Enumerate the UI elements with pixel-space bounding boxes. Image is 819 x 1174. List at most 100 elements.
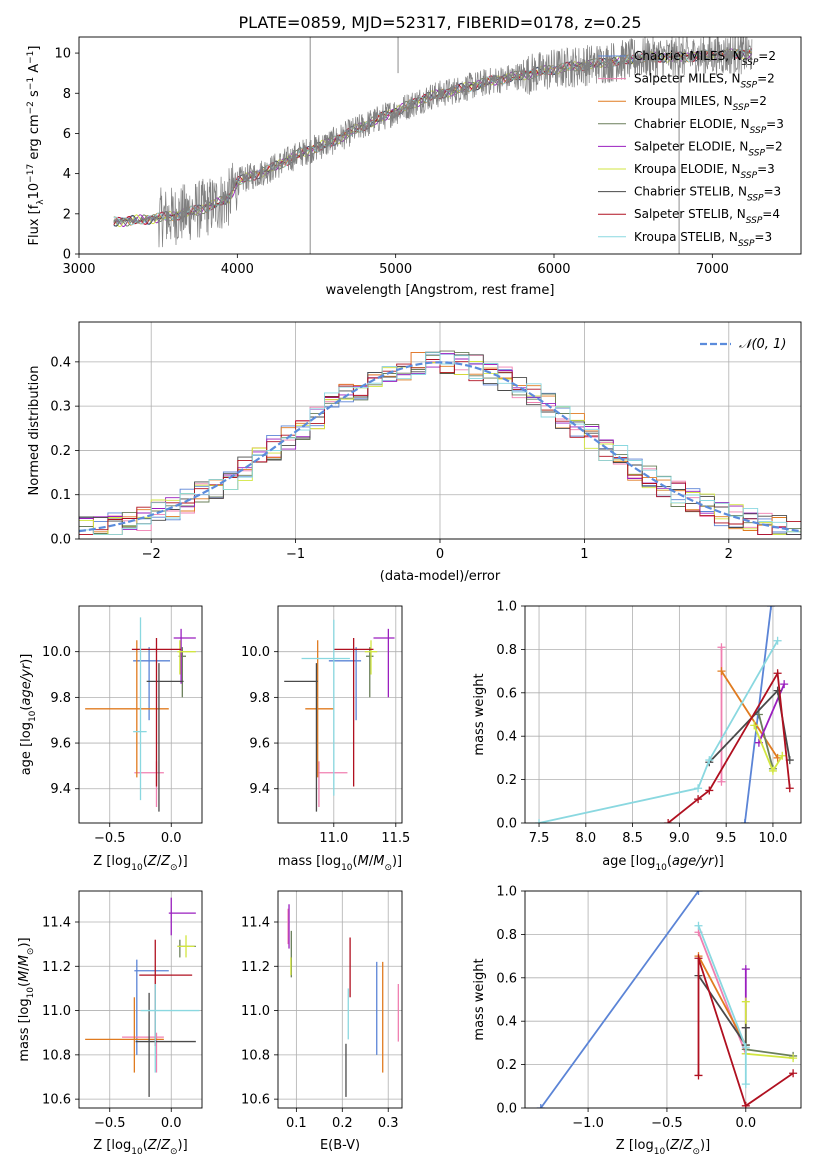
massweight_vs_Z-ytick-label: 0.6 [496,971,517,986]
mass-vs-z-xlabel-part: 10 [131,1147,143,1157]
massweight_vs_Z-marker-salpeter_elodie [741,965,750,974]
massweight_vs_age-marker-chabrier_miles [740,819,749,823]
mass_vs_ebv-frame [277,890,403,1109]
massweight_vs_age-line-chabrier_elodie [758,714,774,770]
residuals-ytick-label: 0.2 [50,444,71,459]
mass_vs_Z-xtick-label: 0.0 [161,1116,182,1131]
legend-label-kroupa_elodie-part: SSP [741,171,758,181]
mass_vs_ebv-xtick-label: 0.1 [286,1116,307,1131]
massweight_vs_Z-ylabel: mass weight [472,958,487,1040]
normal-curve [79,361,801,533]
age_vs_mass-ytick-label: 10.0 [241,645,270,660]
legend-label-kroupa_miles-part: =2 [749,94,767,108]
spectrum-xtick-label: 5000 [379,262,412,277]
spectrum-axes: 3000 4000 5000 6000 7000 0 2 4 6 8 10 [54,47,728,277]
massweight-vs-age-xlabel-part: age/yr [672,854,715,869]
massweight_vs_Z-marker-salpeter_stelib [694,954,703,963]
massweight-vs-z-xlabel-part: / [679,1138,684,1153]
residuals-ytick-label: 0.3 [50,400,71,415]
legend-label-chabrier_miles-part: SSP [742,58,759,68]
spectrum-ylabel-part: Flux [f [27,204,42,245]
massweight_vs_Z-line-chabrier_elodie [745,1048,794,1057]
mass-vs-z-xlabel-part: Z [147,1138,158,1153]
residuals-xtick-label: 2 [725,547,733,562]
legend-label-kroupa_stelib-part: Kroupa STELIB, N [634,230,738,244]
massweight_vs_Z-line-chabrier_miles [540,891,700,1108]
massweight-vs-z-xlabel-part: log [634,1138,654,1153]
age-vs-mass-xlabel-part: 10 [341,863,353,873]
spectrum-ylabel-part: A [27,64,42,77]
massweight-vs-age-xlabel-part: age [ [602,854,635,869]
legend-label-kroupa_stelib-part: =3 [754,230,772,244]
age_vs_mass-xtick-label: 11.0 [319,831,348,846]
massweight_vs_Z-frame [524,890,802,1109]
mass-vs-z-xlabel-part: ( [143,1138,148,1153]
massweight_vs_Z-ytick-label: 0.8 [496,928,517,943]
spectrum-ylabel-part: −17 [26,164,36,183]
spectrum-ylabel-part: s [27,90,42,101]
spectrum-xtick-label: 6000 [537,262,570,277]
massweight_vs_age-xtick-label: 10.0 [758,831,787,846]
residuals-xtick-label: 1 [580,547,588,562]
age_vs_mass-point-chabrier_elodie [366,647,374,698]
massweight-vs-z-xlabel: Z [log10(Z/Z⊙)] [616,1138,710,1157]
legend-label-kroupa_miles-part: Kroupa MILES, N [634,94,733,108]
massweight-vs-z-xlabel-part: )] [700,1138,710,1153]
massweight_vs_Z-axes: −1.0 −0.5 0.0 0.0 0.2 0.4 0.6 0.8 1.0 [496,885,801,1131]
age-vs-mass-xlabel-part: M [373,854,384,869]
massweight_vs_age-marker-salpeter_stelib [773,669,782,678]
massweight_vs_Z-marker-kroupa_stelib [694,921,703,930]
residuals-legend: 𝒩(0, 1) [700,337,786,352]
mass-vs-z-xlabel-part: )] [178,1138,188,1153]
massweight_vs_age-marker-kroupa_stelib [535,819,544,823]
mass-vs-z-ylabel-part: M [17,955,32,966]
age-vs-z-xlabel-part: log [111,854,131,869]
massweight-vs-z-xlabel-part: Z [669,1138,680,1153]
massweight_vs_Z-marker-kroupa_elodie [741,997,750,1006]
massweight_vs_age-ytick-label: 0.0 [496,817,517,832]
age_vs_mass-point-salpeter_stelib [333,637,374,787]
mass_vs_Z-xtick-label: −0.5 [94,1116,126,1131]
mass-vs-z-xlabel-part: log [111,1138,131,1153]
mass-vs-z-ylabel-part: / [17,966,32,971]
massweight_vs_age-xtick-label: 8.5 [622,831,643,846]
age_vs_mass-data [284,619,395,812]
mass_vs_ebv-axes: 0.1 0.2 0.3 10.6 10.8 11.0 11.2 11.4 [241,891,402,1131]
massweight_vs_Z-ytick-label: 0.0 [496,1102,517,1117]
massweight_vs_age-ytick-label: 0.4 [496,730,517,745]
legend-label-chabrier_stelib: Chabrier STELIB, NSSP=3 [634,185,781,204]
legend-label-normal: 𝒩(0, 1) [739,337,786,352]
spectrum-ylabel-part: λ [36,199,46,205]
legend-label-kroupa_elodie-part: Kroupa ELODIE, N [634,162,741,176]
massweight_vs_Z-ytick-label: 1.0 [496,885,517,900]
massweight_vs_age-marker-salpeter_stelib [705,786,714,795]
mass_vs_Z-ytick-label: 11.2 [42,960,71,975]
massweight_vs_age-line-kroupa_miles [720,670,779,759]
histogram-kroupa_stelib [79,352,801,536]
mass-vs-z-xlabel-part: ⊙ [170,1147,178,1157]
massweight_vs_age-line-kroupa_stelib [538,640,779,823]
legend-label-salpeter_miles-part: =2 [757,72,775,86]
massweight_vs_Z-marker-chabrier_stelib [741,1023,750,1032]
age-vs-mass-xlabel-part: ( [353,854,358,869]
massweight_vs_age-marker-salpeter_miles [717,777,726,786]
massweight-vs-z-xlabel-part: ⊙ [692,1147,700,1157]
spectrum-ylabel-part: erg cm [27,114,42,163]
mass_vs_ebv-xtick-label: 0.2 [332,1116,353,1131]
spectrum-ytick-label: 10 [54,47,71,62]
massweight_vs_Z-line-kroupa_miles [697,955,747,1046]
age_vs_mass-ytick-label: 9.8 [249,691,270,706]
mass-vs-z-ylabel-part: ⊙ [26,948,36,956]
spectrum-xtick-label: 7000 [696,262,729,277]
legend-label-salpeter_elodie-part: SSP [748,148,765,158]
massweight-vs-age-xlabel: age [log10(age/yr)] [602,854,724,873]
age_vs_Z-point-kroupa_stelib [133,617,147,801]
mass-vs-z-xlabel: Z [log10(Z/Z⊙)] [93,1138,187,1157]
legend-label-salpeter_stelib-part: Salpeter STELIB, N [634,207,746,221]
mass_vs_Z-point-salpeter_elodie [168,897,196,936]
massweight-vs-age-xlabel-part: )] [714,854,724,869]
age_vs_Z-ytick-label: 9.4 [50,782,71,797]
legend-label-chabrier_miles: Chabrier MILES, NSSP=2 [634,49,776,68]
